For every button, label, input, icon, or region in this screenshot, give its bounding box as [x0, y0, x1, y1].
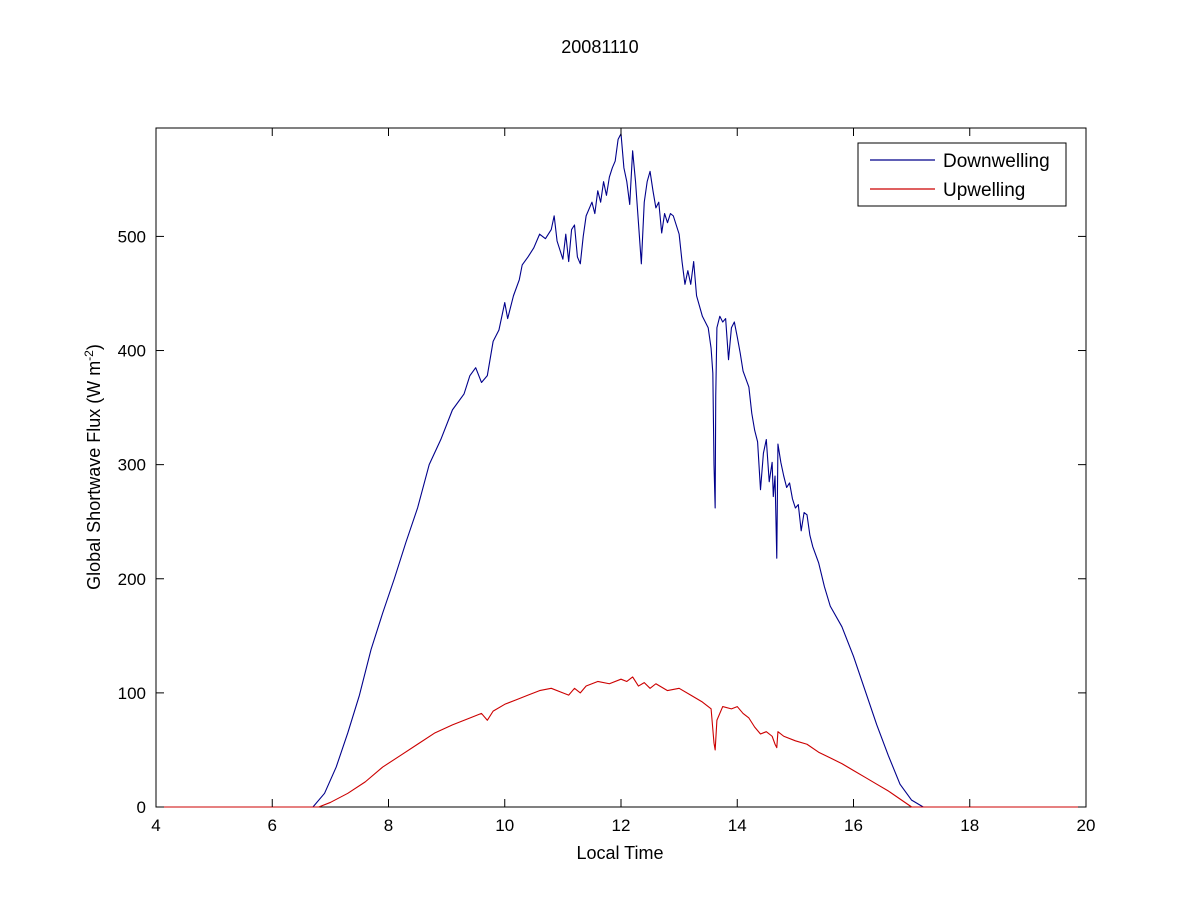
legend: Downwelling Upwelling [857, 142, 1067, 207]
y-tick-label: 100 [118, 684, 146, 703]
y-axis-title-sup: -2 [82, 350, 96, 361]
y-tick-label: 500 [118, 227, 146, 246]
legend-label-downwelling: Downwelling [943, 151, 1050, 172]
x-tick-label: 14 [728, 816, 747, 835]
x-tick-label: 4 [151, 816, 160, 835]
y-axis-title: Global Shortwave Flux (W m-2) [82, 344, 104, 590]
chart-title: 20081110 [561, 37, 638, 57]
y-tick-label: 300 [118, 456, 146, 475]
x-tick-label: 6 [268, 816, 277, 835]
y-tick-label: 400 [118, 342, 146, 361]
series-line-upwelling [156, 676, 1086, 808]
y-tick-label: 0 [137, 798, 146, 817]
x-tick-label: 18 [960, 816, 979, 835]
x-tick-label: 10 [495, 816, 514, 835]
plot-frame [155, 127, 1087, 808]
legend-box [857, 142, 1067, 207]
y-axis-title-close: ) [84, 344, 104, 350]
x-tick-label: 8 [384, 816, 393, 835]
series-line-downwelling [156, 133, 1086, 808]
x-axis-title: Local Time [576, 843, 663, 863]
legend-label-upwelling: Upwelling [943, 180, 1025, 201]
series-layer [156, 133, 1086, 808]
x-tick-label: 12 [612, 816, 631, 835]
y-tick-label: 200 [118, 570, 146, 589]
x-tick-label: 20 [1077, 816, 1096, 835]
y-axis-title-main: Global Shortwave Flux (W m [84, 361, 104, 590]
x-tick-label: 16 [844, 816, 863, 835]
